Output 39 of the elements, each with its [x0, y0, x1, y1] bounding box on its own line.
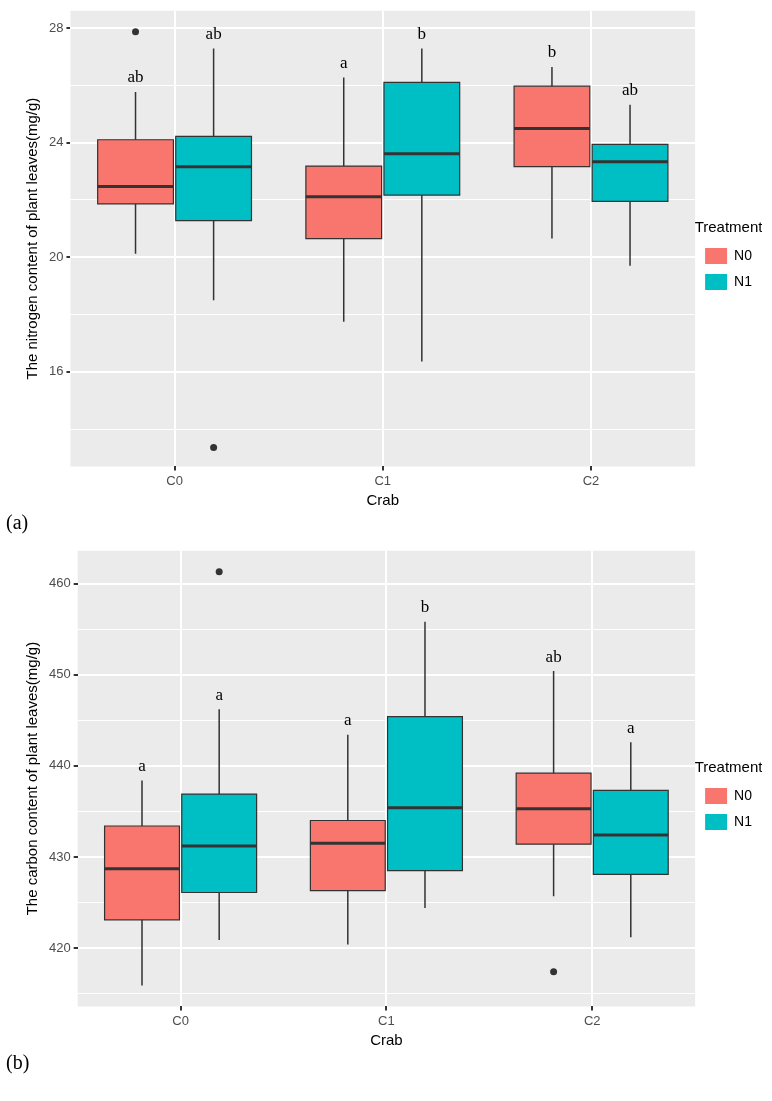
legend-title: Treatment [694, 757, 764, 775]
y-tick-label: 20 [48, 248, 64, 264]
annotation: b [547, 42, 557, 62]
legend-label: N0 [734, 786, 753, 803]
y-tick-label: 430 [48, 848, 71, 864]
x-tick-label: C0 [166, 472, 183, 488]
annotation: ab [127, 67, 144, 87]
x-tick-label: C1 [374, 472, 392, 488]
annotation: b [417, 24, 427, 44]
annotation: a [339, 53, 348, 73]
y-tick-label: 420 [48, 939, 71, 955]
annotation: a [215, 684, 224, 704]
x-tick-label: C2 [583, 1012, 601, 1028]
legend-label: N1 [734, 272, 753, 289]
annotation: ab [622, 80, 639, 100]
legend-label: N0 [734, 246, 753, 263]
annotation: a [138, 755, 147, 775]
y-axis-title: The carbon content of plant leaves(mg/g) [23, 641, 41, 916]
y-tick-label: 24 [48, 134, 64, 150]
x-tick-label: C1 [378, 1012, 395, 1028]
annotation: a [344, 710, 353, 730]
annotation: ab [205, 24, 222, 44]
y-tick-label: 16 [48, 363, 64, 379]
y-tick-label: 28 [48, 19, 64, 35]
y-tick-label: 440 [48, 757, 71, 773]
text: (a) [6, 511, 29, 534]
text: (b) [6, 1051, 30, 1074]
x-tick-label: C2 [582, 472, 600, 488]
y-tick-label: 450 [48, 666, 71, 682]
annotation: b [420, 597, 430, 617]
legend-label: N1 [734, 812, 753, 829]
annotation: a [627, 717, 636, 737]
annotation: ab [545, 646, 562, 666]
x-axis-title: Crab [370, 1031, 403, 1049]
x-tick-label: C0 [172, 1012, 189, 1028]
x-axis-title: Crab [366, 491, 400, 509]
legend-title: Treatment [694, 217, 764, 235]
y-axis-title: The nitrogen content of plant leaves(mg/g) [23, 97, 41, 380]
y-tick-label: 460 [48, 575, 71, 591]
